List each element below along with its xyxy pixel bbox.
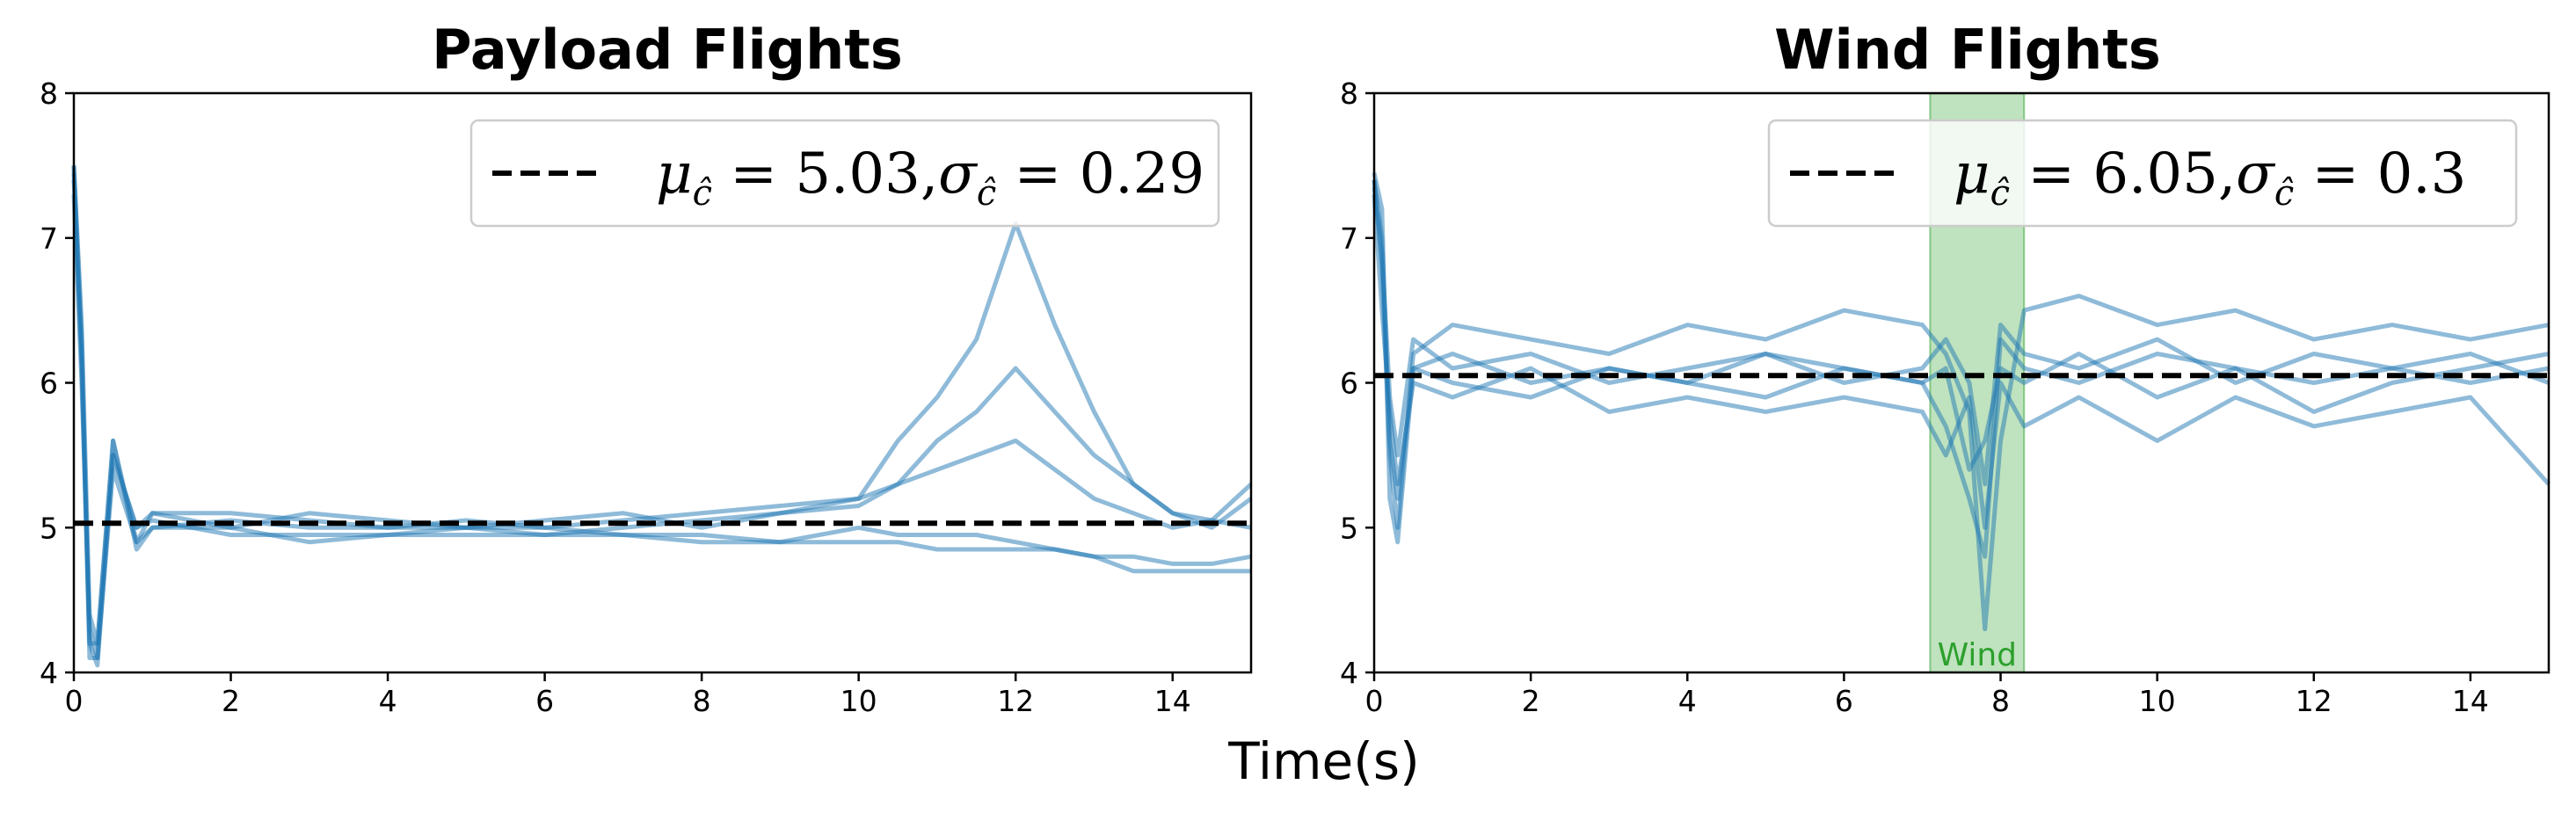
x-tick-label: 8 <box>693 684 711 718</box>
legend-equals: = <box>996 142 1079 207</box>
x-tick-label: 14 <box>2452 684 2489 718</box>
x-tick-label: 10 <box>2139 684 2176 718</box>
legend: μĉ = 6.05,σĉ = 0.3 <box>1767 119 2518 228</box>
legend-label: μĉ = 6.05,σĉ = 0.3 <box>1954 142 2466 214</box>
legend-mu-symbol: μ <box>656 142 693 207</box>
y-tick-label: 6 <box>40 367 58 401</box>
x-tick-label: 8 <box>1991 684 2010 718</box>
legend-mu-symbol: μ <box>1954 142 1990 207</box>
x-axis-label: Time(s) <box>1227 731 1419 791</box>
x-tick-label: 0 <box>1365 684 1384 718</box>
legend-mu-value: 6.05 <box>2092 142 2218 207</box>
legend-sigma-symbol: σ <box>2236 142 2276 207</box>
x-tick-label: 4 <box>1678 684 1697 718</box>
legend-equals: = <box>2010 142 2092 207</box>
y-tick-label: 5 <box>1340 511 1358 545</box>
legend-label: μĉ = 5.03,σĉ = 0.29 <box>656 142 1204 214</box>
legend-box <box>1767 119 2518 228</box>
legend-sigma-subscript: ĉ <box>2274 173 2294 214</box>
legend-sigma-value: 0.29 <box>1080 142 1205 207</box>
legend-comma: , <box>921 142 938 207</box>
y-tick-label: 7 <box>40 222 58 256</box>
legend-equals: = <box>712 142 795 207</box>
chart-title: Payload Flights <box>432 18 903 82</box>
legend-mu-subscript: ĉ <box>1990 173 2010 214</box>
x-tick-label: 2 <box>1522 684 1540 718</box>
y-tick-label: 8 <box>40 76 58 111</box>
x-tick-label: 2 <box>222 684 240 718</box>
legend-comma: , <box>2218 142 2236 207</box>
legend-equals: = <box>2294 142 2376 207</box>
x-tick-label: 12 <box>2296 684 2332 718</box>
legend-sigma-subscript: ĉ <box>977 173 996 214</box>
legend-sigma-value: 0.3 <box>2377 142 2467 207</box>
y-tick-label: 5 <box>40 511 58 545</box>
legend-mu-subscript: ĉ <box>693 173 712 214</box>
legend-mu-value: 5.03 <box>795 142 921 207</box>
x-tick-label: 14 <box>1154 684 1191 718</box>
x-tick-label: 0 <box>65 684 84 718</box>
y-tick-label: 4 <box>1340 656 1358 690</box>
y-tick-label: 6 <box>1340 367 1358 401</box>
x-tick-label: 6 <box>535 684 554 718</box>
chart-title: Wind Flights <box>1774 18 2161 82</box>
legend: μĉ = 5.03,σĉ = 0.29 <box>469 119 1220 228</box>
x-tick-label: 6 <box>1835 684 1853 718</box>
series-line-3 <box>71 194 1253 660</box>
y-tick-label: 8 <box>1340 76 1358 111</box>
y-tick-label: 7 <box>1340 222 1358 256</box>
y-tick-label: 4 <box>40 656 58 690</box>
legend-box <box>469 119 1220 228</box>
legend-sigma-symbol: σ <box>938 142 979 207</box>
wind-region-label: Wind <box>1938 637 2017 673</box>
series-line-5 <box>71 165 1251 646</box>
x-tick-label: 10 <box>840 684 877 718</box>
x-tick-label: 12 <box>997 684 1034 718</box>
x-tick-label: 4 <box>379 684 397 718</box>
